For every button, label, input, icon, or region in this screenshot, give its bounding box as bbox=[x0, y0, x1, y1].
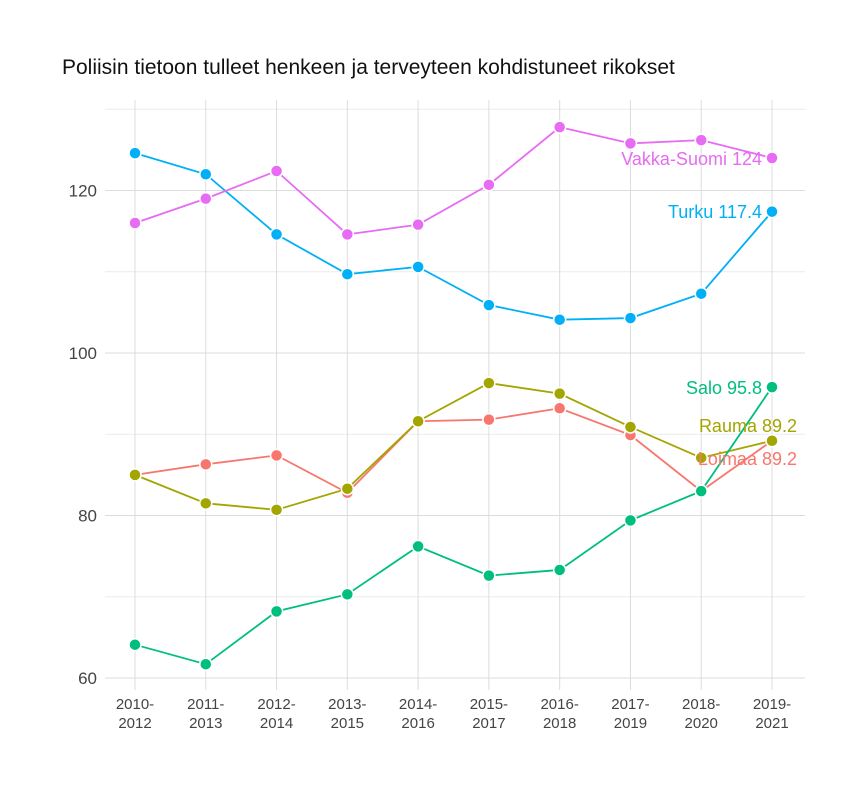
data-point-rauma bbox=[552, 386, 567, 401]
x-tick-label: 2016-2018 bbox=[540, 696, 578, 732]
data-point-salo bbox=[552, 563, 567, 577]
x-tick-label: 2014-2016 bbox=[399, 696, 437, 732]
x-tick-label: 2018-2020 bbox=[682, 696, 720, 732]
end-label-salo: Salo 95.8 bbox=[686, 378, 762, 398]
data-point-rauma bbox=[694, 451, 708, 465]
series-line-salo bbox=[134, 386, 773, 666]
data-point-turku bbox=[411, 260, 425, 274]
data-point-turku bbox=[482, 298, 496, 312]
data-point-turku bbox=[269, 227, 284, 242]
y-tick-label: 100 bbox=[69, 344, 97, 363]
data-point-turku bbox=[552, 312, 567, 327]
data-point-rauma bbox=[269, 503, 284, 517]
data-point-vakka-suomi bbox=[269, 164, 284, 178]
data-point-salo bbox=[128, 637, 142, 652]
data-point-rauma bbox=[482, 376, 496, 390]
y-tick-label: 120 bbox=[69, 182, 97, 201]
data-point-loimaa bbox=[199, 457, 213, 472]
x-tick-label: 2015-2017 bbox=[470, 696, 508, 732]
data-point-salo bbox=[199, 657, 213, 671]
chart-title: Poliisin tietoon tulleet henkeen ja terv… bbox=[62, 56, 675, 79]
data-point-salo bbox=[694, 484, 708, 498]
data-point-loimaa bbox=[482, 412, 496, 427]
data-point-vakka-suomi bbox=[623, 136, 638, 151]
data-point-vakka-suomi bbox=[128, 216, 142, 230]
data-point-turku bbox=[623, 311, 638, 325]
data-point-rauma bbox=[623, 420, 638, 434]
data-point-salo bbox=[623, 513, 638, 528]
data-point-vakka-suomi bbox=[482, 178, 496, 192]
end-label-vakka-suomi: Vakka-Suomi 124 bbox=[621, 149, 762, 169]
data-point-loimaa bbox=[552, 401, 567, 415]
series-line-loimaa bbox=[134, 407, 773, 494]
data-point-vakka-suomi bbox=[340, 227, 355, 242]
data-point-rauma bbox=[340, 481, 355, 496]
x-tick-label: 2019-2021 bbox=[753, 696, 791, 732]
data-point-turku bbox=[765, 204, 779, 219]
end-label-loimaa: Loimaa 89.2 bbox=[698, 449, 797, 469]
series-line-rauma bbox=[134, 382, 773, 511]
data-point-salo bbox=[482, 568, 496, 583]
data-point-rauma bbox=[199, 496, 213, 511]
data-point-vakka-suomi bbox=[199, 191, 213, 206]
data-point-rauma bbox=[765, 434, 779, 448]
x-tick-label: 2013-2015 bbox=[328, 696, 366, 732]
data-point-vakka-suomi bbox=[765, 151, 779, 165]
data-point-salo bbox=[765, 380, 779, 394]
data-point-salo bbox=[269, 604, 284, 619]
data-point-vakka-suomi bbox=[694, 133, 708, 147]
data-point-vakka-suomi bbox=[552, 120, 567, 134]
data-point-loimaa bbox=[269, 448, 284, 463]
data-point-turku bbox=[340, 267, 355, 281]
data-point-salo bbox=[411, 539, 425, 554]
data-point-turku bbox=[128, 146, 142, 160]
x-tick-label: 2012-2014 bbox=[257, 696, 295, 732]
data-point-turku bbox=[694, 286, 708, 301]
data-point-vakka-suomi bbox=[411, 217, 425, 232]
series-line-vakka-suomi bbox=[134, 126, 773, 236]
x-tick-label: 2010-2012 bbox=[116, 696, 154, 732]
end-label-rauma: Rauma 89.2 bbox=[699, 416, 797, 436]
x-tick-label: 2017-2019 bbox=[611, 696, 649, 732]
y-tick-label: 60 bbox=[78, 669, 97, 688]
data-point-salo bbox=[340, 587, 355, 602]
y-tick-label: 80 bbox=[78, 507, 97, 526]
x-tick-label: 2011-2013 bbox=[187, 696, 224, 732]
end-label-turku: Turku 117.4 bbox=[668, 202, 762, 222]
series-line-turku bbox=[134, 152, 773, 321]
data-point-rauma bbox=[411, 414, 425, 428]
data-point-rauma bbox=[128, 468, 142, 482]
data-point-turku bbox=[199, 167, 213, 181]
